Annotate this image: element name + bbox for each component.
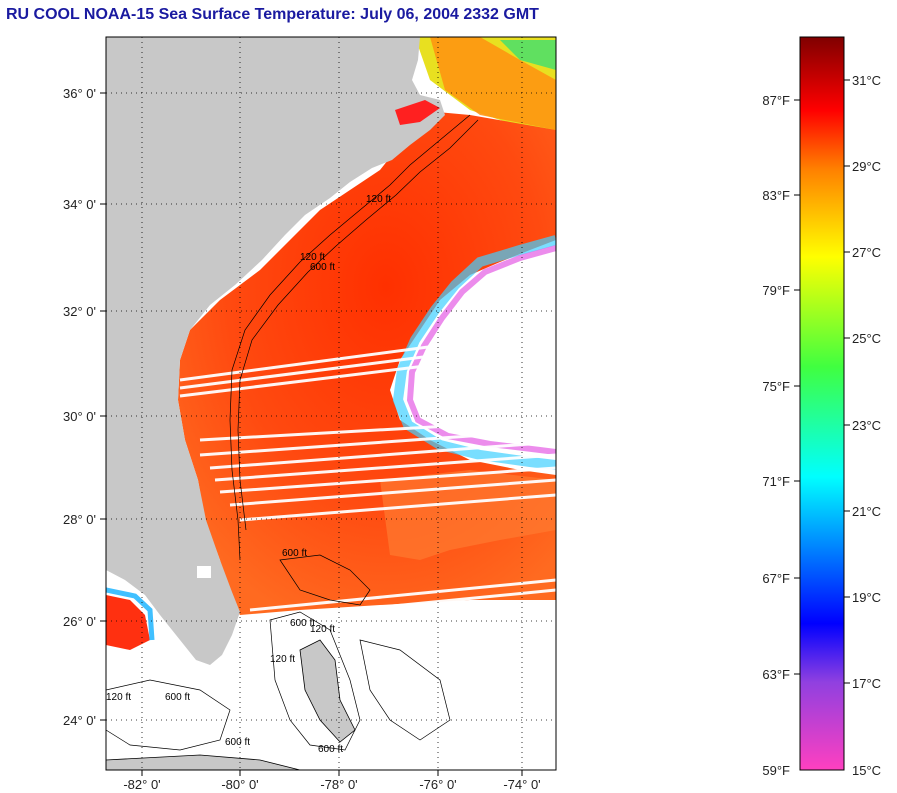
page-title: RU COOL NOAA-15 Sea Surface Temperature:…: [6, 6, 539, 23]
cloud-swaths: [179, 328, 556, 622]
cb-f-label: 71°F: [762, 474, 790, 489]
isobath-label: 120 ft: [270, 654, 295, 665]
cb-c-label: 21°C: [852, 504, 881, 519]
isobath-label: 120 ft: [300, 252, 325, 263]
lat-label: 36° 0': [63, 86, 96, 101]
land-us-coast: [106, 37, 445, 665]
colorbar: [799, 36, 845, 771]
cb-c-label: 25°C: [852, 331, 881, 346]
lat-label: 28° 0': [63, 512, 96, 527]
cb-c-label: 23°C: [852, 418, 881, 433]
lon-label: -78° 0': [320, 777, 357, 792]
graticule: [106, 37, 556, 770]
cold-eddy: [425, 258, 556, 442]
lat-label: 32° 0': [63, 304, 96, 319]
isobath-label: 120 ft: [310, 624, 335, 635]
isobath-label: 120 ft: [366, 194, 391, 205]
cb-f-label: 63°F: [762, 667, 790, 682]
lat-label: 30° 0': [63, 409, 96, 424]
cb-f-label: 67°F: [762, 571, 790, 586]
isobath-label: 600 ft: [310, 262, 335, 273]
cb-f-label: 79°F: [762, 283, 790, 298]
isobath-label: 120 ft: [106, 692, 131, 703]
cb-f-label: 75°F: [762, 379, 790, 394]
lon-label: -82° 0': [123, 777, 160, 792]
lat-label: 34° 0': [63, 197, 96, 212]
map-frame: [105, 36, 557, 771]
lat-label: 26° 0': [63, 614, 96, 629]
isobath-contours: [106, 114, 479, 751]
cb-c-label: 29°C: [852, 159, 881, 174]
cb-c-label: 31°C: [852, 73, 881, 88]
isobath-label: 600 ft: [318, 744, 343, 755]
cb-c-label: 15°C: [852, 763, 881, 778]
axis-ticks: [100, 92, 523, 776]
cb-c-label: 19°C: [852, 590, 881, 605]
isobath-label: 600 ft: [165, 692, 190, 703]
lon-label: -74° 0': [503, 777, 540, 792]
isobath-label: 600 ft: [225, 737, 250, 748]
cb-f-label: 83°F: [762, 188, 790, 203]
colorbar-ticks: [794, 79, 850, 684]
cb-c-label: 17°C: [852, 676, 881, 691]
isobath-label: 600 ft: [282, 548, 307, 559]
lon-label: -76° 0': [419, 777, 456, 792]
isobath-label: 600 ft: [290, 618, 315, 629]
lat-label: 24° 0': [63, 713, 96, 728]
lon-label: -80° 0': [221, 777, 258, 792]
cb-f-label: 87°F: [762, 93, 790, 108]
cb-c-label: 27°C: [852, 245, 881, 260]
cb-f-label: 59°F: [762, 763, 790, 778]
